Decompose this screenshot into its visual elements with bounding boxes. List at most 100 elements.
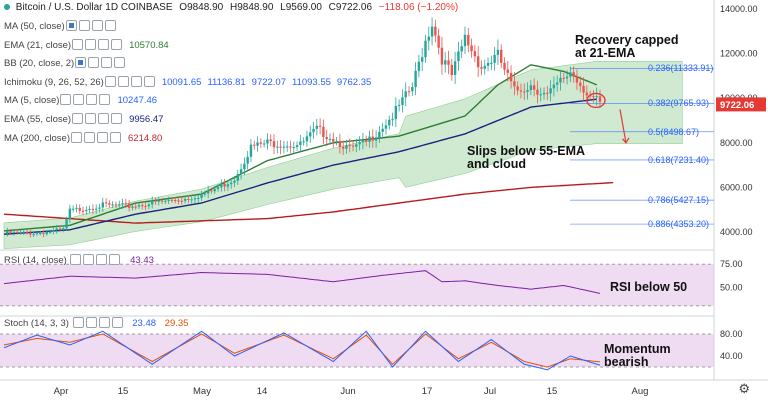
candle-body bbox=[65, 219, 68, 229]
candle-body bbox=[457, 51, 460, 62]
down-arrow bbox=[619, 109, 627, 143]
symbol-title[interactable]: Bitcoin / U.S. Dollar 1D COINBASE bbox=[15, 2, 173, 13]
settings-icon[interactable] bbox=[117, 75, 129, 87]
settings-icon[interactable] bbox=[73, 94, 85, 106]
more-icon[interactable] bbox=[143, 75, 155, 87]
candle-body bbox=[565, 76, 569, 79]
visibility-icon[interactable] bbox=[72, 316, 84, 328]
chart-title-row: Bitcoin / U.S. Dollar 1D COINBASE O9848.… bbox=[4, 2, 458, 13]
candle-body bbox=[595, 96, 598, 98]
settings-icon[interactable] bbox=[83, 253, 95, 265]
settings-icon[interactable] bbox=[88, 57, 100, 69]
settings-icon[interactable] bbox=[78, 19, 90, 31]
candle-body bbox=[397, 104, 401, 106]
candle-body bbox=[256, 142, 259, 146]
close-icon[interactable] bbox=[98, 38, 110, 50]
candle-body bbox=[91, 208, 95, 210]
visibility-icon[interactable] bbox=[70, 253, 82, 265]
visibility-icon[interactable] bbox=[60, 94, 72, 106]
rsi-header: RSI (14, close) 43.43 bbox=[4, 253, 154, 268]
candle-body bbox=[167, 199, 170, 201]
close-icon[interactable] bbox=[101, 57, 113, 69]
candle-body bbox=[463, 34, 467, 47]
candle-body bbox=[322, 126, 325, 138]
more-icon[interactable] bbox=[110, 131, 121, 143]
settings-icon[interactable] bbox=[85, 112, 97, 124]
visibility-icon[interactable] bbox=[65, 19, 77, 31]
candle-body bbox=[210, 190, 213, 192]
indicator-row: Ichimoku (9, 26, 52, 26) 10091.65 11136.81… bbox=[4, 75, 372, 90]
more-icon[interactable] bbox=[111, 316, 123, 328]
indicator-value: 9956.47 bbox=[129, 114, 164, 125]
ohlc-c-label: C bbox=[328, 2, 336, 13]
indicator-name[interactable]: BB (20, close, 2) bbox=[4, 58, 75, 70]
candle-body bbox=[424, 40, 427, 58]
fib-label-0: 0.236(11333.91) bbox=[648, 63, 714, 74]
candle-body bbox=[355, 144, 358, 147]
visibility-icon[interactable] bbox=[72, 38, 84, 50]
annotation-slips: Slips below 55-EMA and cloud bbox=[467, 144, 586, 171]
settings-icon[interactable] bbox=[84, 131, 95, 143]
candle-body bbox=[305, 136, 309, 142]
price-axis-label: 14000.00 bbox=[720, 4, 758, 14]
indicator-name[interactable]: EMA (21, close) bbox=[4, 39, 72, 51]
indicator-value: 10247.46 bbox=[117, 95, 158, 107]
more-icon[interactable] bbox=[111, 112, 123, 124]
candle-body bbox=[526, 90, 529, 92]
visibility-icon[interactable] bbox=[72, 112, 84, 124]
close-icon[interactable] bbox=[96, 253, 108, 265]
more-icon[interactable] bbox=[111, 38, 123, 50]
visibility-icon[interactable] bbox=[75, 57, 87, 69]
candle-body bbox=[134, 206, 137, 208]
candle-body bbox=[559, 77, 562, 83]
visibility-icon[interactable] bbox=[71, 131, 82, 143]
candle-body bbox=[338, 140, 342, 147]
candle-body bbox=[170, 199, 174, 201]
indicator-name[interactable]: MA (50, close) bbox=[4, 21, 65, 32]
candle-body bbox=[187, 198, 190, 200]
candle-body bbox=[381, 128, 384, 132]
close-icon[interactable] bbox=[98, 316, 110, 328]
candle-body bbox=[42, 233, 45, 235]
candle-body bbox=[420, 57, 424, 62]
stoch-name[interactable]: Stoch (14, 3, 3) bbox=[4, 318, 69, 329]
candle-body bbox=[503, 62, 506, 70]
candle-body bbox=[585, 92, 589, 96]
candle-body bbox=[62, 228, 65, 230]
candle-body bbox=[9, 231, 12, 233]
candle-body bbox=[193, 198, 197, 200]
more-icon[interactable] bbox=[104, 19, 116, 31]
indicator-name[interactable]: Ichimoku (9, 26, 52, 26) bbox=[4, 76, 104, 88]
close-icon[interactable] bbox=[97, 131, 108, 143]
more-icon[interactable] bbox=[109, 253, 121, 265]
gear-icon[interactable]: ⚙ bbox=[738, 381, 750, 396]
close-icon[interactable] bbox=[86, 94, 98, 106]
candle-body bbox=[486, 62, 490, 66]
indicator-name[interactable]: EMA (55, close) bbox=[4, 114, 72, 125]
candle-body bbox=[203, 193, 207, 195]
indicator-value: 9762.35 bbox=[336, 76, 372, 88]
close-icon[interactable] bbox=[98, 112, 110, 124]
candle-body bbox=[546, 92, 549, 94]
arrow-head-icon bbox=[622, 137, 630, 144]
indicator-name[interactable]: MA (5, close) bbox=[4, 95, 60, 107]
candle-body bbox=[160, 200, 164, 202]
candle-body bbox=[328, 138, 332, 140]
rsi-name[interactable]: RSI (14, close) bbox=[4, 255, 67, 266]
candle-body bbox=[473, 51, 477, 57]
ohlc-change: −118.06 (−1.20%) bbox=[378, 2, 459, 13]
visibility-icon[interactable] bbox=[104, 75, 116, 87]
close-icon[interactable] bbox=[91, 19, 103, 31]
more-icon[interactable] bbox=[114, 57, 126, 69]
settings-icon[interactable] bbox=[85, 316, 97, 328]
candle-body bbox=[164, 200, 167, 202]
settings-icon[interactable] bbox=[85, 38, 97, 50]
indicator-name[interactable]: MA (200, close) bbox=[4, 132, 70, 144]
price-axis-label: 8000.00 bbox=[720, 138, 753, 148]
close-icon[interactable] bbox=[130, 75, 142, 87]
candle-body bbox=[348, 145, 351, 147]
more-icon[interactable] bbox=[99, 94, 111, 106]
candle-body bbox=[25, 231, 29, 233]
